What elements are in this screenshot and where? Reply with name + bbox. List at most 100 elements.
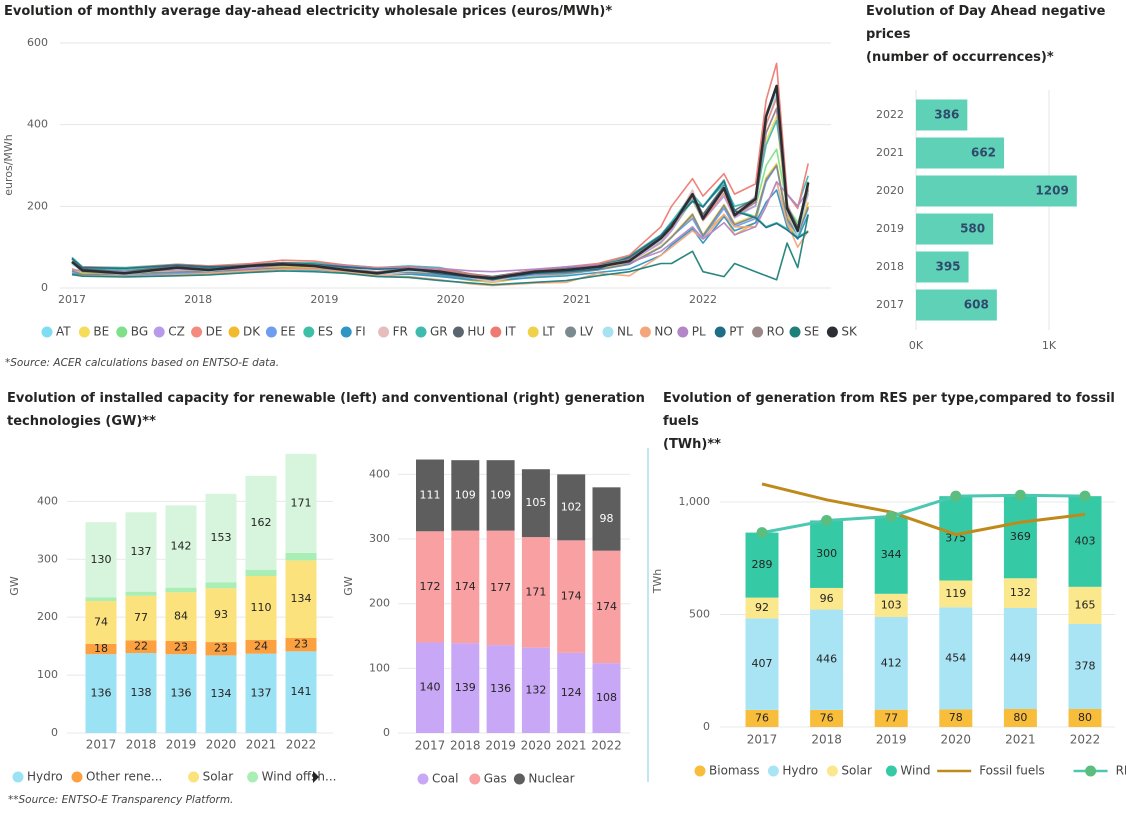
price-legend-label-es[interactable]: ES [318,325,333,339]
conventional_capacity-bar-segment-gas[interactable] [416,531,444,643]
renewable_capacity-bar-segment-hydro[interactable] [245,653,277,733]
renewable_capacity-bar-segment-hydro[interactable] [125,653,157,733]
renewable_capacity-bar-segment-hydro[interactable] [205,655,237,733]
renewable-legend-label-other-rene[interactable]: Other rene... [86,770,162,784]
renewable_capacity-bar-segment-wind-offshore[interactable] [285,552,317,561]
renewable-legend-marker-solar[interactable] [188,771,200,783]
res_generation-bar-segment-solar[interactable] [1003,578,1037,608]
price-legend-label-ro[interactable]: RO [767,325,785,339]
price-legend-label-de[interactable]: DE [206,325,223,339]
renewable_capacity-bar-segment-wind-onshore[interactable] [285,453,317,553]
price-legend-label-lv[interactable]: LV [580,325,594,339]
res_generation-bar-segment-wind[interactable] [939,496,973,581]
price-legend-marker-nl[interactable] [602,326,614,338]
res-line-marker[interactable] [756,527,768,539]
price-legend-marker-es[interactable] [303,326,315,338]
generation-legend-marker-biomass[interactable] [694,765,706,777]
conventional_capacity-bar-segment-coal[interactable] [592,663,621,733]
res-line-marker[interactable] [950,490,962,502]
price-legend-label-pl[interactable]: PL [692,325,706,339]
conventional-legend-marker-gas[interactable] [469,773,481,785]
renewable_capacity-bar-segment-other-renewables[interactable] [125,640,157,654]
conventional_capacity-bar-segment-nuclear[interactable] [451,460,480,531]
renewable_capacity-bar-segment-solar[interactable] [205,588,237,643]
renewable_capacity-bar-segment-other-renewables[interactable] [205,642,237,656]
renewable_capacity-bar-segment-solar[interactable] [285,560,317,639]
res_generation-bar-segment-hydro[interactable] [874,616,908,710]
price-legend-label-gr[interactable]: GR [430,325,448,339]
conventional_capacity-bar-segment-nuclear[interactable] [416,459,444,532]
renewable_capacity-bar-segment-other-renewables[interactable] [285,638,317,652]
res_generation-bar-segment-hydro[interactable] [745,618,779,710]
res_generation-bar-segment-biomass[interactable] [1003,709,1037,727]
res_generation-bar-segment-wind[interactable] [745,532,779,598]
conventional_capacity-bar-segment-coal[interactable] [521,647,550,733]
price-legend-label-it[interactable]: IT [505,325,517,339]
price-legend-marker-bg[interactable] [116,326,128,338]
res_generation-bar-segment-biomass[interactable] [745,709,779,727]
res_generation-bar-segment-solar[interactable] [939,580,973,608]
conventional_capacity-bar-segment-gas[interactable] [592,550,621,664]
res-line-marker[interactable] [885,510,897,522]
conventional_capacity-bar-segment-gas[interactable] [557,540,586,653]
conventional_capacity-bar-segment-coal[interactable] [557,652,586,733]
conventional-legend-marker-nuclear[interactable] [513,773,525,785]
res_generation-bar-segment-biomass[interactable] [874,709,908,727]
renewable-legend-label-solar[interactable]: Solar [203,770,234,784]
renewable_capacity-bar-segment-wind-onshore[interactable] [245,475,277,570]
price-legend-label-cz[interactable]: CZ [168,325,185,339]
conventional_capacity-bar-segment-coal[interactable] [486,645,515,733]
renewable-legend-label-wind-offsh[interactable]: Wind offsh... [262,770,337,784]
price-legend-marker-pt[interactable] [714,326,726,338]
generation-legend-marker-solar[interactable] [826,765,838,777]
price-legend-label-bg[interactable]: BG [131,325,148,339]
renewable_capacity-bar-segment-wind-onshore[interactable] [85,522,117,598]
res_generation-bar-segment-wind[interactable] [874,516,908,594]
price-legend-label-dk[interactable]: DK [243,325,261,339]
conventional_capacity-bar-segment-gas[interactable] [486,530,515,646]
renewable-legend-marker-wind-offsh[interactable] [247,771,259,783]
neg-bar[interactable] [916,137,1005,169]
res_generation-bar-segment-hydro[interactable] [1068,623,1102,709]
renewable_capacity-bar-segment-hydro[interactable] [165,654,197,733]
price-legend-marker-pl[interactable] [677,326,689,338]
res_generation-bar-segment-hydro[interactable] [939,607,973,710]
price-legend-marker-at[interactable] [41,326,53,338]
res_generation-bar-segment-solar[interactable] [1068,586,1102,624]
renewable_capacity-bar-segment-other-renewables[interactable] [165,640,197,655]
renewable_capacity-bar-segment-hydro[interactable] [85,654,117,733]
conventional_capacity-bar-segment-nuclear[interactable] [557,474,586,541]
renewable_capacity-bar-segment-wind-onshore[interactable] [205,493,237,583]
renewable-legend-label-hydro[interactable]: Hydro [27,770,63,784]
conventional_capacity-bar-segment-coal[interactable] [451,643,480,733]
price-legend-label-at[interactable]: AT [56,325,71,339]
res_generation-bar-segment-wind[interactable] [810,520,844,588]
price-legend-label-pt[interactable]: PT [729,325,744,339]
res_generation-bar-segment-solar[interactable] [874,593,908,617]
neg-bar[interactable] [916,175,1077,207]
renewable_capacity-bar-segment-wind-onshore[interactable] [165,505,197,588]
renewable_capacity-bar-segment-wind-offshore[interactable] [85,597,117,601]
legend-next-arrow-icon[interactable] [313,771,319,783]
generation-legend-label-hydro[interactable]: Hydro [782,764,818,778]
res-line-marker[interactable] [1079,490,1091,502]
res_generation-bar-segment-biomass[interactable] [810,709,844,727]
renewable_capacity-bar-segment-wind-offshore[interactable] [245,569,277,577]
neg-bar[interactable] [916,213,994,245]
renewable_capacity-bar-segment-solar[interactable] [125,595,157,641]
price-legend-label-lt[interactable]: LT [542,325,555,339]
price-legend-marker-no[interactable] [639,326,651,338]
conventional-legend-label-nuclear[interactable]: Nuclear [528,772,574,786]
conventional_capacity-bar-segment-nuclear[interactable] [592,487,621,551]
price-legend-marker-lv[interactable] [565,326,577,338]
price-legend-marker-de[interactable] [191,326,203,338]
price-legend-label-no[interactable]: NO [654,325,672,339]
renewable_capacity-bar-segment-wind-offshore[interactable] [205,582,237,589]
price-legend-marker-cz[interactable] [153,326,165,338]
price-legend-label-ee[interactable]: EE [280,325,295,339]
res_generation-bar-segment-hydro[interactable] [810,609,844,710]
renewable_capacity-bar-segment-wind-offshore[interactable] [125,591,157,596]
conventional_capacity-bar-segment-nuclear[interactable] [521,469,550,538]
price-legend-marker-sk[interactable] [826,326,838,338]
conventional-legend-marker-coal[interactable] [417,773,429,785]
